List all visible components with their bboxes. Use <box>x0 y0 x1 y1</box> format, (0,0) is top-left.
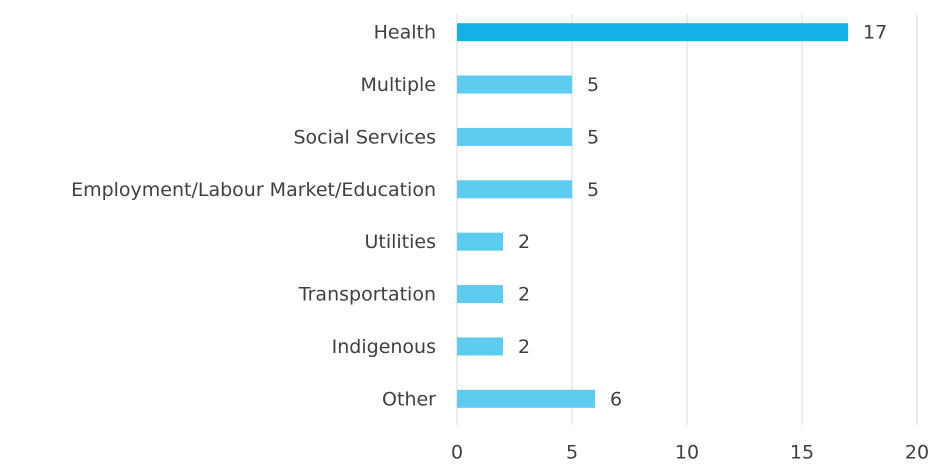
bar <box>457 337 503 356</box>
value-label: 2 <box>518 336 530 358</box>
x-tick-label: 20 <box>905 442 929 464</box>
y-tick-label: Other <box>382 388 436 410</box>
value-label: 2 <box>518 231 530 253</box>
x-tick-label: 0 <box>451 442 463 464</box>
value-label: 5 <box>587 74 599 96</box>
y-tick-label: Indigenous <box>332 336 436 358</box>
value-label: 5 <box>587 179 599 201</box>
bar <box>457 232 503 251</box>
value-label: 2 <box>518 284 530 306</box>
y-tick-label: Transportation <box>298 284 436 306</box>
value-label: 5 <box>587 126 599 148</box>
x-tick-label: 5 <box>566 442 578 464</box>
bar <box>457 127 572 146</box>
bar <box>457 75 572 94</box>
y-tick-label: Social Services <box>294 126 437 148</box>
y-tick-label: Health <box>374 22 436 44</box>
bar <box>457 389 595 408</box>
y-tick-label: Multiple <box>361 74 436 96</box>
bar <box>457 180 572 199</box>
x-tick-label: 15 <box>790 442 814 464</box>
y-tick-label: Employment/Labour Market/Education <box>71 179 436 201</box>
x-tick-label: 10 <box>675 442 699 464</box>
value-label: 6 <box>610 388 622 410</box>
bar <box>457 23 848 42</box>
bar <box>457 285 503 304</box>
value-label: 17 <box>863 22 887 44</box>
y-tick-label: Utilities <box>364 231 436 253</box>
